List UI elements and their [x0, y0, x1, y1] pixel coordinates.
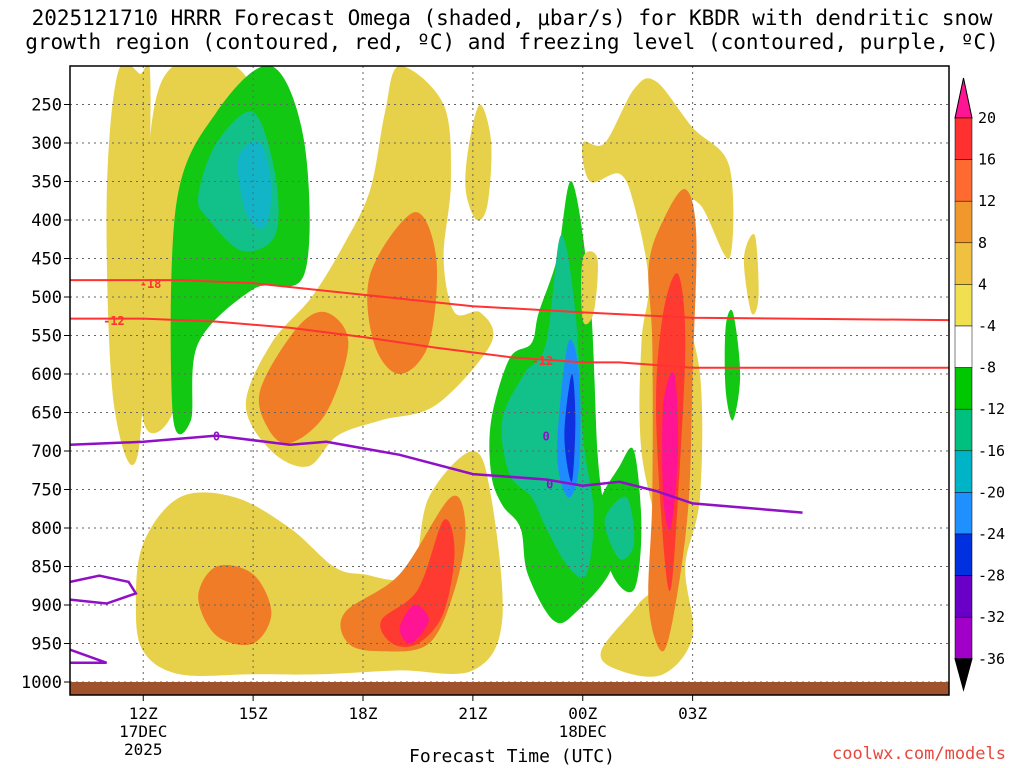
colorbar-bin-8 [954, 450, 973, 493]
omega-region-18 [564, 373, 576, 482]
x-tick-date: 17DEC [119, 722, 167, 741]
colorbar-label-12: 12 [978, 192, 996, 210]
omega-region-11 [380, 519, 455, 647]
omega-region-8 [367, 212, 438, 374]
colorbar-label--8: -8 [978, 359, 996, 377]
ground-surface [70, 682, 949, 695]
omega-shading [106, 66, 759, 677]
chart-title: 2025121710 HRRR Forecast Omega (shaded, … [0, 6, 1024, 54]
colorbar-bottom-arrow [954, 658, 973, 692]
y-tick-label-700: 700 [31, 442, 62, 462]
colorbar-bin-5 [954, 325, 973, 368]
y-tick-label-350: 350 [31, 173, 62, 193]
y-tick-label-450: 450 [31, 250, 62, 270]
y-tick-label-550: 550 [31, 327, 62, 347]
colorbar-bin-3 [954, 242, 973, 285]
colorbar-label--36: -36 [978, 650, 1005, 668]
y-tick-label-250: 250 [31, 96, 62, 116]
colorbar-label--12: -12 [978, 400, 1005, 418]
title-line-2: growth region (contoured, red, ºC) and f… [25, 30, 999, 54]
omega-region-16 [604, 496, 635, 560]
y-tick-label-1000: 1000 [21, 673, 62, 693]
colorbar-bin-7 [954, 408, 973, 452]
grid-lines [70, 66, 949, 683]
omega-region-4 [237, 141, 272, 229]
colorbar-label-20: 20 [978, 109, 996, 127]
x-tick-label-03Z: 03Z [678, 704, 707, 723]
contour-dendritic-0 [70, 279, 949, 322]
contour-freezing-4 [70, 648, 108, 665]
colorbar-top-arrow [954, 77, 973, 119]
x-tick-label-00Z: 00Z [568, 704, 597, 723]
colorbar-label-4: 4 [978, 275, 987, 293]
y-tick-label-950: 950 [31, 635, 62, 655]
colorbar-bin-6 [954, 367, 973, 410]
omega-region-25 [724, 309, 741, 421]
colorbar-label--20: -20 [978, 483, 1005, 501]
colorbar-bin-10 [954, 533, 973, 576]
contour-label-5: 0 [543, 430, 550, 444]
y-tick-label-800: 800 [31, 519, 62, 539]
title-line-1: 2025121710 HRRR Forecast Omega (shaded, … [31, 6, 993, 30]
credit-text: coolwx.com/models [832, 744, 1006, 764]
colorbar-bin-1 [954, 159, 973, 202]
contour-label-2: -12 [532, 354, 554, 368]
colorbar-bin-4 [954, 284, 973, 327]
contour-label-4: 0 [546, 477, 553, 491]
plot-frame [69, 65, 950, 696]
contour-freezing-2 [70, 434, 803, 514]
x-tick-label-18Z: 18Z [349, 704, 378, 723]
omega-region-0 [106, 66, 151, 465]
colorbar-bin-0 [954, 117, 973, 160]
colorbar-bin-9 [954, 492, 973, 535]
x-tick-label-21Z: 21Z [458, 704, 487, 723]
y-tick-label-650: 650 [31, 404, 62, 424]
y-tick-label-750: 750 [31, 481, 62, 501]
y-tick-label-600: 600 [31, 365, 62, 385]
omega-region-26 [743, 233, 759, 315]
colorbar-label--16: -16 [978, 442, 1005, 460]
omega-region-23 [465, 104, 492, 221]
y-tick-label-500: 500 [31, 288, 62, 308]
omega-colorbar: 20 16 12 8 4 -4 -8 -12 -16 -20 -24 -28 -32 -36 [954, 77, 1005, 692]
temperature-contours: -18 -12 -12 0 0 0 [70, 277, 949, 665]
colorbar-label--28: -28 [978, 567, 1005, 585]
y-tick-label-900: 900 [31, 596, 62, 616]
contour-label-0: -18 [140, 277, 162, 291]
colorbar-bin-2 [954, 200, 973, 244]
x-tick-label-15Z: 15Z [239, 704, 268, 723]
colorbar-label-16: 16 [978, 151, 996, 169]
colorbar-bin-11 [954, 575, 973, 618]
y-tick-label-400: 400 [31, 211, 62, 231]
pressure-axis: 250 300 350 400 450 500 550 600 650 700 750 800 850 9… [21, 96, 70, 693]
colorbar-label-8: 8 [978, 234, 987, 252]
contour-freezing-3 [70, 574, 138, 605]
colorbar-label--32: -32 [978, 608, 1005, 626]
colorbar-label--4: -4 [978, 317, 996, 335]
x-tick-year: 2025 [124, 740, 163, 759]
y-tick-label-300: 300 [31, 134, 62, 154]
y-tick-label-850: 850 [31, 558, 62, 578]
omega-region-7 [258, 311, 349, 444]
omega-region-12 [399, 604, 429, 644]
x-tick-date: 18DEC [559, 722, 607, 741]
omega-region-24 [581, 251, 598, 325]
colorbar-label--24: -24 [978, 525, 1005, 543]
x-tick-label-12Z: 12Z [129, 704, 158, 723]
contour-label-3: 0 [213, 430, 220, 444]
contour-label-1: -12 [103, 314, 125, 328]
colorbar-bin-12 [954, 616, 973, 660]
x-axis-label: Forecast Time (UTC) [409, 746, 615, 767]
contour-dendritic-1 [70, 317, 949, 369]
